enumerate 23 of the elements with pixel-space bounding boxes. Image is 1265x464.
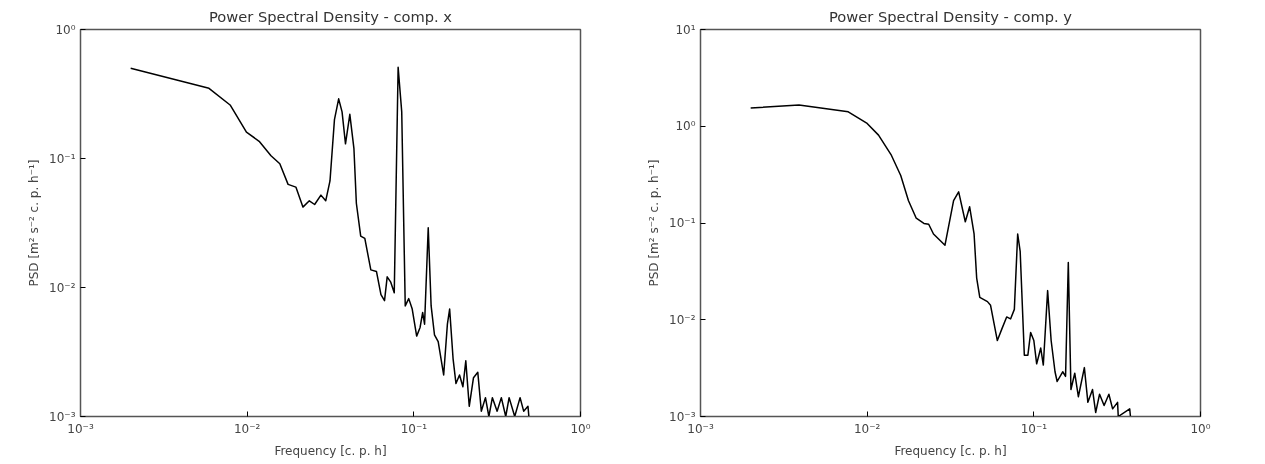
x-tick-label: 10⁻² xyxy=(233,421,261,436)
y-tick-label: 10⁰ xyxy=(675,119,696,134)
y-axis-title: PSD [m² s⁻² c. p. h⁻¹] xyxy=(647,159,662,287)
x-tick-label: 10⁰ xyxy=(1190,421,1211,436)
x-tick-label: 10⁻³ xyxy=(687,421,714,436)
y-axis-title: PSD [m² s⁻² c. p. h⁻¹] xyxy=(27,159,42,287)
chart-title: Power Spectral Density - comp. y xyxy=(828,7,1073,25)
x-tick-label: 10⁰ xyxy=(570,421,591,436)
y-tick-label: 10⁻³ xyxy=(49,409,76,424)
x-tick-label: 10⁻¹ xyxy=(1020,421,1048,436)
x-axis-title: Frequency [c. p. h] xyxy=(274,443,387,458)
y-tick-label: 10⁻² xyxy=(669,312,696,327)
y-tick-label: 10⁰ xyxy=(55,22,76,37)
y-tick-label: 10⁻³ xyxy=(669,409,696,424)
x-axis-title: Frequency [c. p. h] xyxy=(894,443,1007,458)
y-tick-label: 10⁻¹ xyxy=(669,216,696,230)
y-tick-label: 10⁻¹ xyxy=(49,151,76,166)
x-tick-label: 10⁻² xyxy=(853,421,881,436)
y-tick-label: 10¹ xyxy=(675,22,696,37)
y-tick-label: 10⁻² xyxy=(49,280,76,295)
x-tick-label: 10⁻¹ xyxy=(400,421,428,436)
chart-title: Power Spectral Density - comp. x xyxy=(208,7,453,25)
x-tick-label: 10⁻³ xyxy=(67,421,94,436)
